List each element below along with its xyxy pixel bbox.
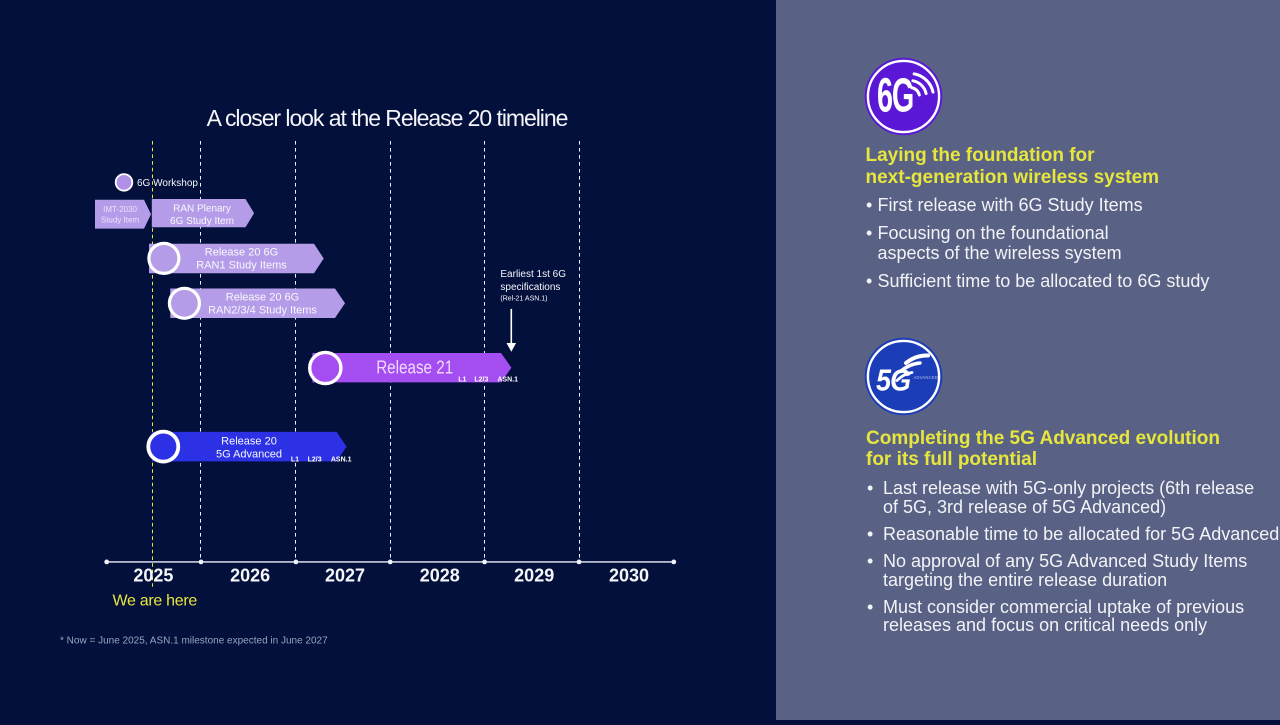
svg-text:L2/3: L2/3 <box>474 377 488 384</box>
svg-text:specifications: specifications <box>500 282 560 293</box>
svg-text:ASN.1: ASN.1 <box>331 457 352 464</box>
svg-text:Release 20: Release 20 <box>221 436 277 448</box>
svg-text:6G Workshop: 6G Workshop <box>137 178 198 189</box>
svg-text:ASN.1: ASN.1 <box>497 377 518 384</box>
svg-text:Release 21: Release 21 <box>376 358 453 378</box>
svg-text:L1: L1 <box>291 457 299 464</box>
svg-text:5G Advanced: 5G Advanced <box>216 448 282 460</box>
svg-text:Study Item: Study Item <box>101 216 140 225</box>
svg-text:Release 20 6G: Release 20 6G <box>226 291 299 303</box>
svg-text:2026: 2026 <box>230 566 270 586</box>
svg-text:RAN Plenary: RAN Plenary <box>173 204 231 215</box>
svg-text:2028: 2028 <box>420 566 460 586</box>
svg-text:2030: 2030 <box>609 566 649 586</box>
svg-text:L1: L1 <box>458 377 466 384</box>
svg-text:2029: 2029 <box>514 566 554 586</box>
svg-text:5G: 5G <box>876 364 911 398</box>
svg-text:Earliest 1st 6G: Earliest 1st 6G <box>500 269 566 280</box>
svg-text:RAN2/3/4 Study Items: RAN2/3/4 Study Items <box>208 304 317 316</box>
svg-text:L2/3: L2/3 <box>308 457 322 464</box>
svg-text:2025: 2025 <box>133 566 173 586</box>
svg-text:6G: 6G <box>877 69 913 122</box>
svg-text:6G Study Item: 6G Study Item <box>170 216 234 227</box>
svg-text:IMT-2030: IMT-2030 <box>103 205 137 214</box>
svg-text:2027: 2027 <box>325 566 365 586</box>
svg-text:ADVANCED: ADVANCED <box>914 375 939 380</box>
svg-text:RAN1 Study Items: RAN1 Study Items <box>196 259 287 271</box>
svg-text:Release 20 6G: Release 20 6G <box>205 246 278 258</box>
svg-text:We are here: We are here <box>113 593 198 610</box>
svg-text:A closer look at the Release 2: A closer look at the Release 20 timeline <box>207 105 568 131</box>
svg-text:(Rel-21 ASN.1): (Rel-21 ASN.1) <box>500 295 547 302</box>
svg-text:* Now = June 2025, ASN.1 miles: * Now = June 2025, ASN.1 milestone expec… <box>60 636 328 647</box>
